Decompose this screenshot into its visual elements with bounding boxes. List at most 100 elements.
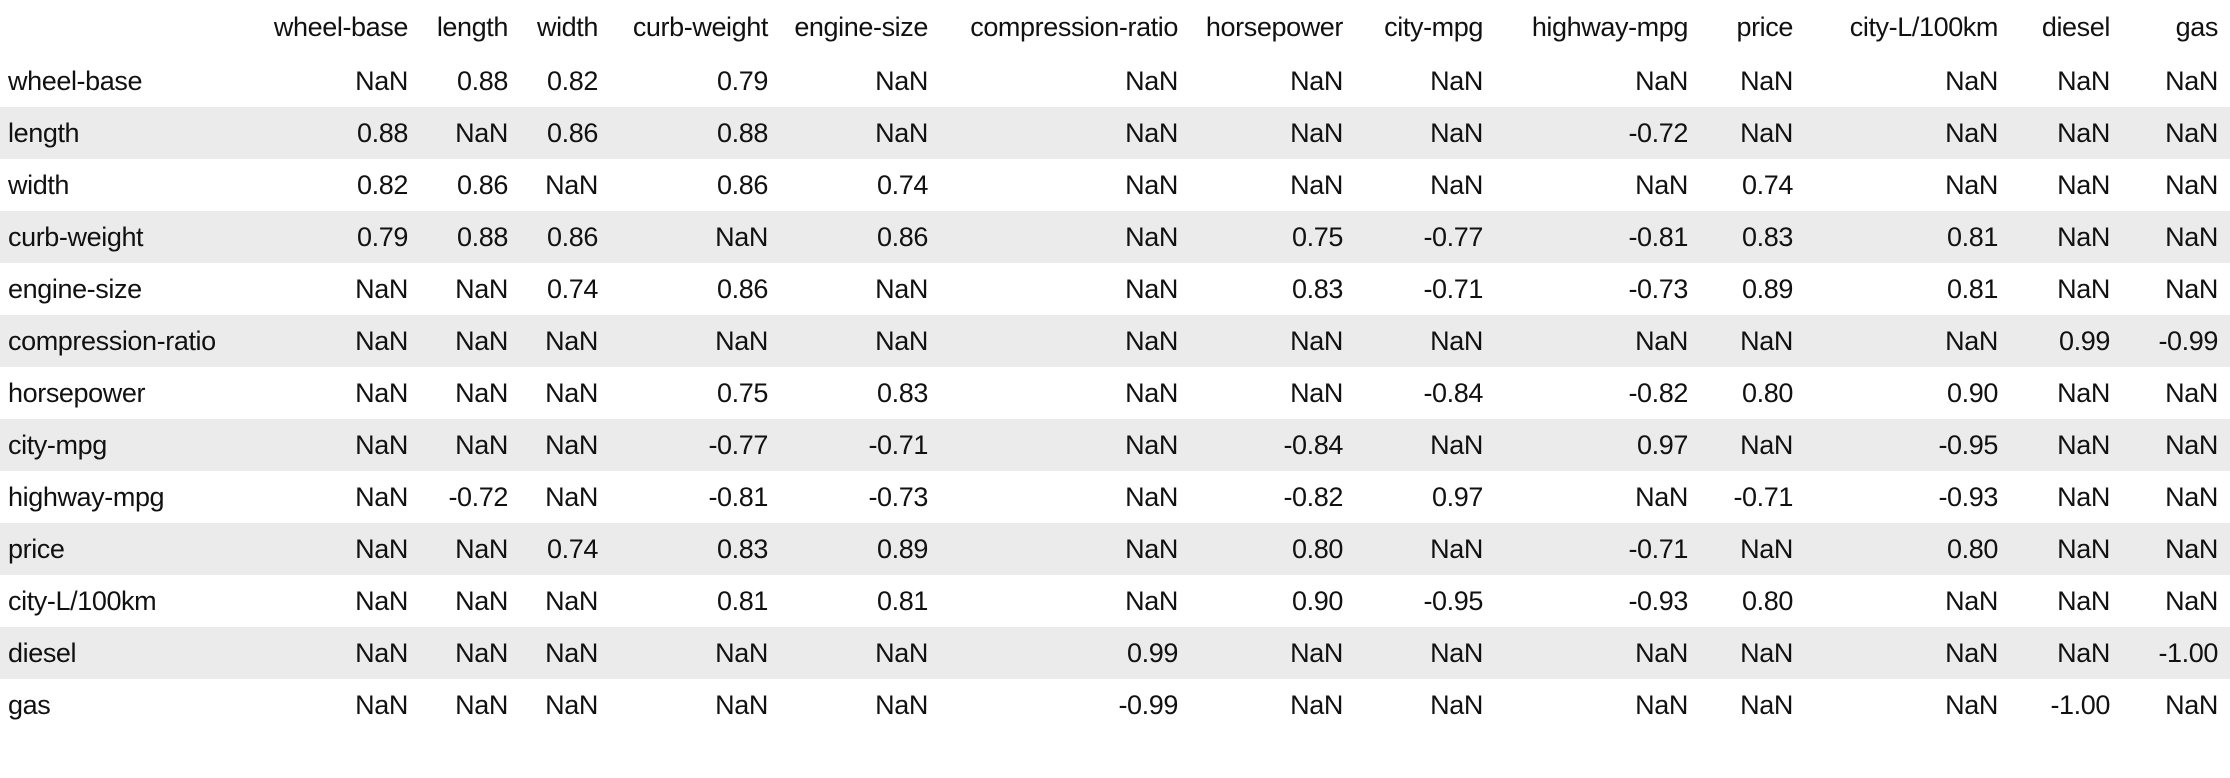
cell: NaN <box>715 689 768 720</box>
cell: -0.71 <box>1733 481 1793 512</box>
cell: 0.79 <box>357 221 408 252</box>
cell: NaN <box>715 637 768 668</box>
column-header-city-l-100km: city-L/100km <box>1849 12 1999 42</box>
cell: NaN <box>1635 689 1688 720</box>
cell: NaN <box>1125 377 1178 408</box>
cell: NaN <box>355 377 408 408</box>
cell: NaN <box>1125 65 1178 96</box>
cell: NaN <box>1430 65 1483 96</box>
cell: 0.75 <box>1292 221 1343 252</box>
cell: 0.86 <box>877 221 928 252</box>
correlation-matrix-table: wheel-base length width curb-weight engine-s… <box>0 0 2230 731</box>
cell: 0.99 <box>2059 325 2110 356</box>
cell: NaN <box>355 429 408 460</box>
cell: 0.79 <box>717 65 768 96</box>
cell: NaN <box>2057 221 2110 252</box>
cell: NaN <box>2057 273 2110 304</box>
cell: NaN <box>355 481 408 512</box>
cell: NaN <box>1430 689 1483 720</box>
cell: NaN <box>875 117 928 148</box>
corner-cell <box>0 0 250 55</box>
cell: 0.83 <box>1742 221 1793 252</box>
cell: NaN <box>2165 377 2218 408</box>
cell: NaN <box>1290 637 1343 668</box>
cell: NaN <box>1430 117 1483 148</box>
cell: NaN <box>2057 481 2110 512</box>
cell: NaN <box>875 325 928 356</box>
cell: NaN <box>1125 169 1178 200</box>
cell: 0.86 <box>717 169 768 200</box>
row-label: horsepower <box>8 377 146 408</box>
cell: NaN <box>1125 117 1178 148</box>
cell: NaN <box>1635 325 1688 356</box>
cell: NaN <box>1635 481 1688 512</box>
cell: NaN <box>1290 117 1343 148</box>
cell: -0.95 <box>1423 585 1483 616</box>
cell: NaN <box>1635 169 1688 200</box>
cell: 0.86 <box>547 117 598 148</box>
cell: NaN <box>1945 325 1998 356</box>
row-label: compression-ratio <box>8 325 216 356</box>
cell: NaN <box>545 689 598 720</box>
cell: 0.81 <box>877 585 928 616</box>
cell: NaN <box>1290 689 1343 720</box>
cell: NaN <box>2165 117 2218 148</box>
cell: -0.71 <box>868 429 928 460</box>
cell: 0.80 <box>1292 533 1343 564</box>
column-header-curb-weight: curb-weight <box>632 12 769 42</box>
row-label: engine-size <box>8 273 142 304</box>
cell: NaN <box>1430 169 1483 200</box>
table-row-length: length 0.88 NaN 0.86 0.88 NaN NaN NaN NaN -0.72 Na… <box>0 107 2230 159</box>
cell: NaN <box>455 429 508 460</box>
cell: 0.81 <box>717 585 768 616</box>
cell: 0.81 <box>1947 221 1998 252</box>
cell: -0.71 <box>1628 533 1688 564</box>
cell: NaN <box>2165 429 2218 460</box>
cell: NaN <box>355 65 408 96</box>
cell: NaN <box>2057 169 2110 200</box>
cell: NaN <box>455 117 508 148</box>
cell: 0.88 <box>717 117 768 148</box>
cell: -0.81 <box>1628 221 1688 252</box>
cell: 0.97 <box>1637 429 1688 460</box>
cell: 0.83 <box>877 377 928 408</box>
column-header-length: length <box>436 12 509 42</box>
cell: 0.80 <box>1742 585 1793 616</box>
table-row-city-l-100km: city-L/100km NaN NaN NaN 0.81 0.81 NaN 0.90 -0.9… <box>0 575 2230 627</box>
cell: NaN <box>1945 65 1998 96</box>
cell: NaN <box>1430 429 1483 460</box>
cell: NaN <box>545 325 598 356</box>
row-label: city-L/100km <box>8 585 157 616</box>
row-label: city-mpg <box>8 429 107 460</box>
cell: NaN <box>545 377 598 408</box>
cell: NaN <box>1740 65 1793 96</box>
cell: NaN <box>1290 325 1343 356</box>
cell: NaN <box>545 169 598 200</box>
cell: -0.99 <box>1118 689 1178 720</box>
cell: 0.86 <box>547 221 598 252</box>
row-label: width <box>8 169 70 200</box>
cell: NaN <box>1125 273 1178 304</box>
cell: 0.75 <box>717 377 768 408</box>
cell: 0.89 <box>1742 273 1793 304</box>
cell: NaN <box>1125 429 1178 460</box>
cell: 0.74 <box>1742 169 1793 200</box>
cell: 0.80 <box>1947 533 1998 564</box>
cell: NaN <box>1125 481 1178 512</box>
cell: 0.86 <box>457 169 508 200</box>
table-row-price: price NaN NaN 0.74 0.83 0.89 NaN 0.80 NaN -0.71 Na… <box>0 523 2230 575</box>
cell: NaN <box>2057 65 2110 96</box>
table-body: wheel-base NaN 0.88 0.82 0.79 NaN NaN NaN NaN NaN… <box>0 55 2230 731</box>
column-header-compression-ratio: compression-ratio <box>970 12 1178 42</box>
column-header-gas: gas <box>2175 12 2219 42</box>
cell: -0.93 <box>1938 481 1998 512</box>
cell: NaN <box>455 689 508 720</box>
cell: NaN <box>545 637 598 668</box>
cell: 0.74 <box>547 533 598 564</box>
cell: NaN <box>2165 481 2218 512</box>
cell: 0.88 <box>357 117 408 148</box>
cell: NaN <box>1125 325 1178 356</box>
row-label: diesel <box>8 637 77 668</box>
table-row-diesel: diesel NaN NaN NaN NaN NaN 0.99 NaN NaN NaN NaN NaN… <box>0 627 2230 679</box>
cell: -0.72 <box>1628 117 1688 148</box>
